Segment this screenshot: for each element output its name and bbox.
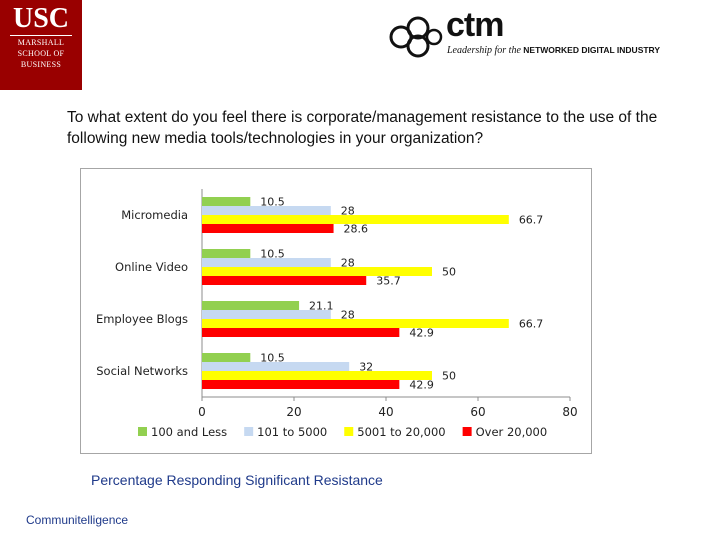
legend-swatch	[244, 427, 254, 436]
bar	[202, 258, 331, 267]
data-label: 66.7	[519, 214, 544, 227]
x-tick-label: 60	[470, 405, 485, 419]
data-label: 28	[341, 309, 355, 322]
category-label: Online Video	[115, 260, 188, 274]
bar	[202, 328, 400, 337]
data-label: 10.5	[260, 196, 285, 209]
usc-marshall-logo: USC MARSHALL SCHOOL OF BUSINESS	[0, 0, 82, 90]
x-tick-label: 20	[286, 405, 301, 419]
legend-label: Over 20,000	[476, 425, 548, 439]
category-label: Social Networks	[96, 364, 188, 378]
data-label: 32	[359, 361, 373, 374]
chart-frame: Micromedia 10.5 28 66.7 28.6 Online Video 10.5…	[80, 168, 592, 454]
data-label: 50	[442, 266, 456, 279]
data-label: 10.5	[260, 352, 285, 365]
ctm-tagline-caps: NETWORKED DIGITAL INDUSTRY	[523, 45, 661, 55]
bar	[202, 215, 509, 224]
category-label: Micromedia	[121, 208, 188, 222]
bar	[202, 197, 251, 206]
data-label: 35.7	[376, 275, 401, 288]
bar	[202, 206, 331, 215]
ctm-tagline-italic: Leadership for the	[447, 45, 521, 56]
legend-swatch	[344, 427, 354, 436]
x-tick-label: 0	[198, 405, 206, 419]
bar	[202, 310, 331, 319]
bar	[202, 353, 251, 362]
category-label: Employee Blogs	[96, 312, 188, 326]
ctm-logo-word: ctm	[446, 6, 504, 44]
data-label: 21.1	[309, 300, 334, 313]
footer-brand: Communitelligence	[26, 513, 129, 527]
legend-swatch	[138, 427, 147, 436]
legend-label: 101 to 5000	[257, 425, 327, 439]
bar-chart: Micromedia 10.5 28 66.7 28.6 Online Video 10.5…	[96, 189, 578, 439]
usc-logo-text: USC	[12, 3, 69, 34]
legend-label: 5001 to 20,000	[357, 425, 445, 439]
data-label: 42.9	[409, 379, 434, 392]
bar	[202, 371, 432, 380]
x-tick-label: 40	[378, 405, 393, 419]
bar	[202, 249, 251, 258]
bar	[202, 301, 300, 310]
survey-question: To what extent do you feel there is corp…	[67, 109, 658, 147]
data-label: 28	[341, 205, 355, 218]
data-label: 42.9	[409, 327, 434, 340]
data-label: 28.6	[344, 223, 369, 236]
usc-logo-line1: MARSHALL	[17, 38, 65, 47]
data-label: 66.7	[519, 318, 544, 331]
bar	[202, 276, 367, 285]
x-tick-label: 80	[562, 405, 577, 419]
ctm-tagline: Leadership for the NETWORKED DIGITAL IND…	[447, 45, 660, 56]
bar	[202, 224, 334, 233]
bar	[202, 362, 350, 371]
usc-logo-line3: BUSINESS	[20, 60, 62, 69]
bar	[202, 319, 509, 328]
usc-logo-line2: SCHOOL OF	[17, 49, 65, 58]
legend-swatch	[462, 427, 472, 436]
usc-logo-rule	[10, 35, 72, 36]
ctm-rings-icon	[389, 16, 443, 58]
bar	[202, 380, 400, 389]
bar	[202, 267, 432, 276]
data-label: 50	[442, 370, 456, 383]
chart-caption: Percentage Responding Significant Resist…	[91, 472, 383, 488]
data-label: 10.5	[260, 248, 285, 261]
data-label: 28	[341, 257, 355, 270]
legend-label: 100 and Less	[151, 425, 227, 439]
